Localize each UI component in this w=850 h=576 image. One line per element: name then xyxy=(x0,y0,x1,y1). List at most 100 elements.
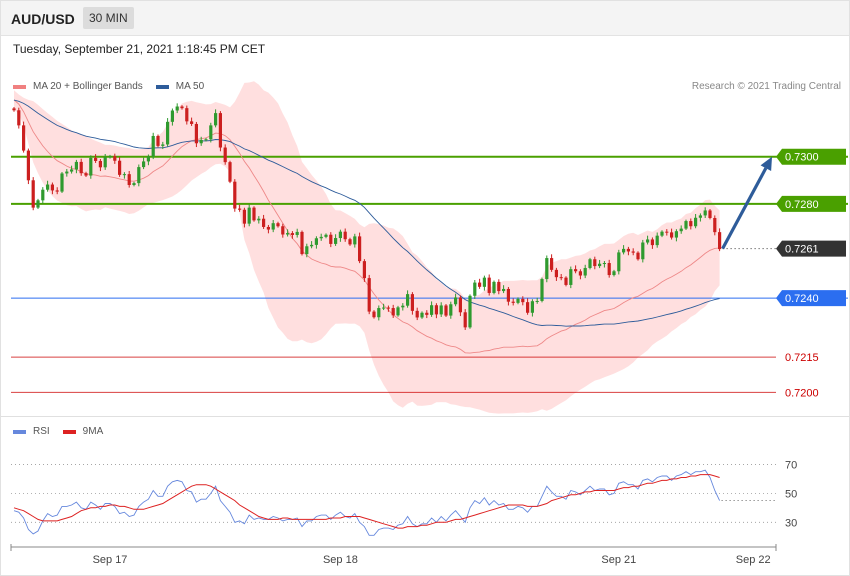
ma50-legend-label: MA 50 xyxy=(175,81,205,92)
candle xyxy=(175,103,179,114)
candle xyxy=(233,179,237,212)
candle xyxy=(262,214,266,229)
candle-body xyxy=(127,174,131,185)
candle-body xyxy=(46,184,50,190)
candle xyxy=(41,187,45,204)
candle-body xyxy=(526,302,530,313)
candle-body xyxy=(386,307,390,309)
rsi-ma-legend-label: 9MA xyxy=(82,426,104,437)
candle xyxy=(319,233,323,241)
resistance-level-label: 0.7300 xyxy=(785,152,819,164)
candle xyxy=(89,155,93,179)
candle-body xyxy=(482,277,486,287)
candle xyxy=(473,279,477,299)
candle-body xyxy=(564,277,568,285)
candle-body xyxy=(583,267,587,276)
time-tick-label: Sep 18 xyxy=(323,554,358,566)
candle-body xyxy=(228,162,232,182)
candle xyxy=(415,307,419,321)
candle xyxy=(334,234,338,246)
candle-body xyxy=(511,301,515,303)
candle xyxy=(36,198,40,210)
timeframe-badge[interactable]: 30 MIN xyxy=(83,7,134,29)
candle-body xyxy=(444,305,448,316)
candle xyxy=(74,159,78,174)
forecast-arrow-head xyxy=(760,156,772,172)
candle-body xyxy=(156,135,160,146)
candle xyxy=(487,274,491,296)
candle xyxy=(454,293,458,307)
candle-body xyxy=(358,236,362,262)
candle-body xyxy=(463,312,467,328)
candle xyxy=(31,177,35,211)
candle xyxy=(70,165,74,174)
candle xyxy=(204,137,208,142)
time-tick-label: Sep 21 xyxy=(601,554,636,566)
candle-body xyxy=(554,269,558,278)
candle xyxy=(439,302,443,317)
candle xyxy=(636,251,640,261)
candle xyxy=(190,117,194,126)
candle xyxy=(166,118,170,147)
candle-body xyxy=(670,232,674,238)
candle-body xyxy=(425,312,429,315)
candle-body xyxy=(516,298,520,303)
candle-body xyxy=(631,251,635,253)
candle xyxy=(401,303,405,311)
candle xyxy=(689,218,693,230)
candle-body xyxy=(319,236,323,239)
candle xyxy=(382,303,386,311)
candle xyxy=(492,280,496,295)
candle xyxy=(550,254,554,272)
candle-body xyxy=(161,144,165,146)
candle xyxy=(156,134,160,148)
candle xyxy=(420,311,424,319)
candle-body xyxy=(194,123,198,144)
candle xyxy=(410,292,414,315)
candle-body xyxy=(31,180,35,208)
candle xyxy=(612,269,616,277)
candle xyxy=(362,259,366,282)
candle xyxy=(694,213,698,229)
candle-body xyxy=(607,263,611,276)
candle xyxy=(146,154,150,166)
candle-body xyxy=(367,278,371,312)
candle xyxy=(98,158,102,172)
ma20-legend-swatch xyxy=(13,84,26,89)
rsi-legend-swatch xyxy=(13,429,26,434)
candle xyxy=(122,172,126,179)
candle-body xyxy=(310,244,314,247)
rsi-tick-label: 70 xyxy=(785,459,797,471)
candle-body xyxy=(290,233,294,235)
rsi-line xyxy=(13,469,721,536)
candle-body xyxy=(593,259,597,267)
candle xyxy=(670,228,674,240)
candle xyxy=(607,259,611,278)
candle-body xyxy=(415,310,419,318)
candle-body xyxy=(151,135,155,157)
candle xyxy=(468,294,472,329)
candle-body xyxy=(382,307,386,309)
rsi-panel: 70 50 30 xyxy=(0,416,850,536)
candle-body xyxy=(108,156,112,158)
candle xyxy=(247,204,251,227)
candle-body xyxy=(252,207,256,221)
candle-body xyxy=(142,161,146,168)
candle-body xyxy=(612,271,616,276)
candle xyxy=(180,105,184,110)
candle-body xyxy=(550,258,554,270)
candle xyxy=(26,148,30,185)
candle xyxy=(348,237,352,246)
candle-body xyxy=(218,113,222,148)
candle xyxy=(151,132,155,160)
candle xyxy=(290,231,294,239)
candle-body xyxy=(622,248,626,253)
candle xyxy=(276,221,280,228)
candle xyxy=(598,259,602,269)
support-level-label: 0.7215 xyxy=(785,352,819,364)
candle-body xyxy=(314,238,318,245)
candle-body xyxy=(329,234,333,244)
candle xyxy=(84,171,88,177)
candle-body xyxy=(199,139,203,144)
